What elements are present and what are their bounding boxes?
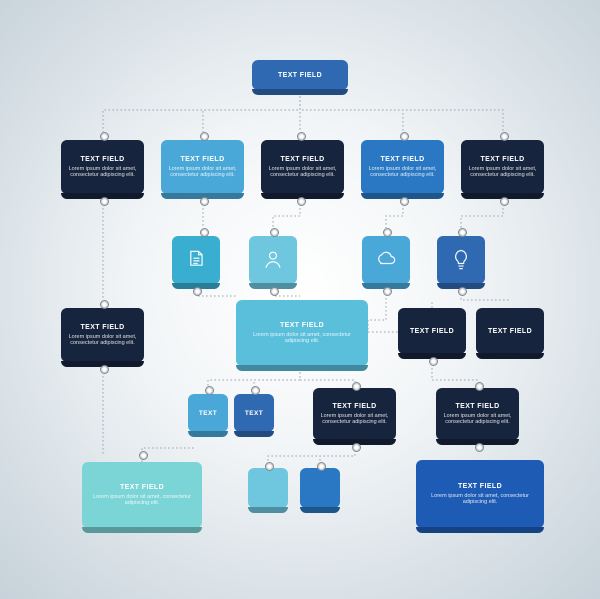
connector-dot (100, 365, 109, 374)
node-title: TEXT FIELD (458, 483, 502, 490)
node-r1b: TEXT FIELD Lorem ipsum dolor sit amet, co… (161, 140, 244, 194)
connector-dot (100, 197, 109, 206)
node-body: Lorem ipsum dolor sit amet, consectetur … (467, 166, 538, 179)
node-b2: TEXT FIELD Lorem ipsum dolor sit amet, co… (416, 460, 544, 528)
node-ic3 (362, 236, 410, 284)
connector-dot (251, 386, 260, 395)
connector-dot (458, 228, 467, 237)
connector-dot (100, 132, 109, 141)
node-r1a: TEXT FIELD Lorem ipsum dolor sit amet, co… (61, 140, 144, 194)
connector-dot (100, 300, 109, 309)
node-title: TEXT FIELD (180, 156, 224, 163)
node-body: Lorem ipsum dolor sit amet, consectetur … (67, 334, 138, 347)
connector-dot (270, 228, 279, 237)
node-sq1 (248, 468, 288, 508)
connector-dot (400, 197, 409, 206)
node-title: TEXT FIELD (480, 156, 524, 163)
connector-dot (352, 382, 361, 391)
connector-dot (475, 443, 484, 452)
node-title: TEXT FIELD (80, 156, 124, 163)
node-body: Lorem ipsum dolor sit amet, consectetur … (319, 413, 390, 426)
node-title: TEXT FIELD (332, 403, 376, 410)
node-r1d: TEXT FIELD Lorem ipsum dolor sit amet, co… (361, 140, 444, 194)
node-body: Lorem ipsum dolor sit amet, consectetur … (67, 166, 138, 179)
connector-dot (383, 287, 392, 296)
connector-dot (400, 132, 409, 141)
connector-dot (297, 197, 306, 206)
node-body: Lorem ipsum dolor sit amet, consectetur … (422, 493, 538, 506)
connector-dot (429, 357, 438, 366)
node-ic4 (437, 236, 485, 284)
node-r1c: TEXT FIELD Lorem ipsum dolor sit amet, co… (261, 140, 344, 194)
node-t1: TEXT (188, 394, 228, 432)
connector-dot (500, 132, 509, 141)
connector-dot (270, 287, 279, 296)
node-title: TEXT FIELD (280, 156, 324, 163)
connector-dot (200, 228, 209, 237)
node-body: Lorem ipsum dolor sit amet, consectetur … (367, 166, 438, 179)
node-ic1 (172, 236, 220, 284)
connector-dot (265, 462, 274, 471)
node-body: Lorem ipsum dolor sit amet, consectetur … (442, 413, 513, 426)
node-r1e: TEXT FIELD Lorem ipsum dolor sit amet, co… (461, 140, 544, 194)
node-body: Lorem ipsum dolor sit amet, consectetur … (267, 166, 338, 179)
node-tiny-label: TEXT (245, 410, 263, 417)
node-title: TEXT FIELD (120, 484, 164, 491)
node-body: Lorem ipsum dolor sit amet, consectetur … (167, 166, 238, 179)
bulb-icon (448, 247, 474, 273)
connector-dot (352, 443, 361, 452)
connector-dot (193, 287, 202, 296)
node-root: TEXT FIELD (252, 60, 348, 90)
doc-icon (183, 247, 209, 273)
connector-dot (458, 287, 467, 296)
node-body: Lorem ipsum dolor sit amet, consectetur … (88, 494, 196, 507)
connector-dot (200, 197, 209, 206)
node-tiny-label: TEXT (199, 410, 217, 417)
node-title: TEXT FIELD (488, 328, 532, 335)
node-lmid: TEXT FIELD Lorem ipsum dolor sit amet, co… (61, 308, 144, 362)
cloud-icon (373, 247, 399, 273)
connector-dot (297, 132, 306, 141)
node-title: TEXT FIELD (280, 322, 324, 329)
connector-dot (317, 462, 326, 471)
connector-dot (205, 386, 214, 395)
node-t2: TEXT (234, 394, 274, 432)
connector-dot (139, 451, 148, 460)
node-sq2 (300, 468, 340, 508)
connector-dot (475, 382, 484, 391)
node-rlow: TEXT FIELD Lorem ipsum dolor sit amet, co… (436, 388, 519, 440)
node-ic2 (249, 236, 297, 284)
flowchart-stage: TEXT FIELD TEXT FIELD Lorem ipsum dolor si… (0, 0, 600, 599)
node-body: Lorem ipsum dolor sit amet, consectetur … (242, 332, 362, 345)
node-nmid: TEXT FIELD Lorem ipsum dolor sit amet, co… (313, 388, 396, 440)
node-cmid: TEXT FIELD Lorem ipsum dolor sit amet, co… (236, 300, 368, 366)
connector-dot (500, 197, 509, 206)
node-title: TEXT FIELD (380, 156, 424, 163)
node-title: TEXT FIELD (278, 72, 322, 79)
node-rmidA: TEXT FIELD (398, 308, 466, 354)
connector-dot (200, 132, 209, 141)
node-rmidB: TEXT FIELD (476, 308, 544, 354)
node-title: TEXT FIELD (410, 328, 454, 335)
node-title: TEXT FIELD (455, 403, 499, 410)
person-icon (260, 247, 286, 273)
node-b1: TEXT FIELD Lorem ipsum dolor sit amet, co… (82, 462, 202, 528)
node-title: TEXT FIELD (80, 324, 124, 331)
connector-dot (383, 228, 392, 237)
